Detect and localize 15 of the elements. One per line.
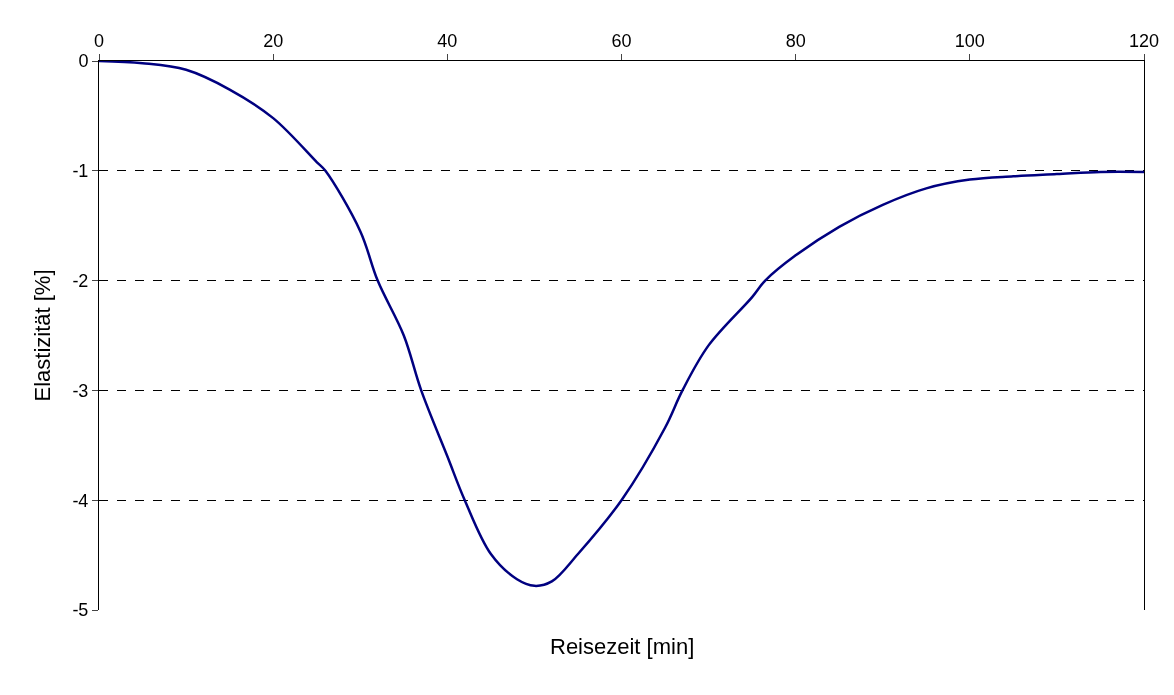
x-tick-label: 120	[1128, 30, 1160, 51]
x-tick-label: 0	[93, 30, 105, 51]
x-axis-title: Reisezeit [min]	[550, 634, 695, 659]
y-tick-label: -3	[72, 380, 89, 401]
y-tick-label: 0	[78, 51, 89, 72]
x-tick-label: 80	[785, 30, 806, 51]
y-tick-label: -1	[72, 161, 89, 182]
y-tick-label: -5	[72, 600, 89, 621]
x-tick-label: 60	[611, 30, 632, 51]
x-tick-label: 100	[954, 30, 985, 51]
x-tick-label: 20	[263, 30, 284, 51]
y-tick-label: -4	[72, 490, 89, 511]
y-tick-label: -2	[72, 270, 89, 291]
x-tick-label: 40	[437, 30, 458, 51]
y-axis-title: Elastizität [%]	[30, 269, 56, 402]
